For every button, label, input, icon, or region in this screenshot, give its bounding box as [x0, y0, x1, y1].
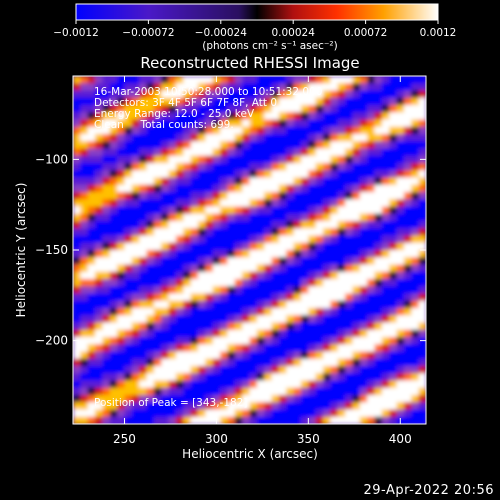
colorbar-tick-label-0: −0.0012 [53, 27, 99, 39]
colorbar-ticks: −0.0012 −0.00072 −0.00024 0.00024 0.00072 0.0… [53, 20, 456, 39]
x-tick-label-0: 250 [113, 432, 136, 446]
x-tick-label-3: 400 [389, 432, 412, 446]
peak-position-annotation: Position of Peak = [343,-182] [94, 397, 248, 409]
time-range-annotation: 16-Mar-2003 10:50:28.000 to 10:51:32.000 [94, 86, 323, 98]
energy-range-annotation: Energy Range: 12.0 - 25.0 keV [94, 108, 255, 120]
detectors-annotation: Detectors: 3F 4F 5F 6F 7F 8F, Att 0 [94, 97, 278, 109]
colorbar-tick-label-1: −0.00072 [122, 27, 174, 39]
y-tick-label-2: −200 [35, 334, 68, 348]
y-axis-label: Heliocentric Y (arcsec) [14, 183, 28, 318]
x-axis-label: Heliocentric X (arcsec) [182, 447, 318, 461]
x-tick-label-2: 350 [297, 432, 320, 446]
y-tick-label-0: −100 [35, 152, 68, 166]
colorbar [75, 3, 439, 21]
heatmap-image [73, 76, 426, 424]
x-tick-label-1: 300 [205, 432, 228, 446]
colorbar-tick-label-3: 0.00024 [271, 27, 315, 39]
colorbar-units: (photons cm⁻² s⁻¹ asec⁻²) [202, 40, 337, 52]
footer-date: 29-Apr-2022 20:56 [363, 483, 494, 498]
axis-ticks: 250 300 350 400 −100 −150 −200 [35, 76, 426, 446]
chart-title: Reconstructed RHESSI Image [140, 54, 359, 72]
colorbar-tick-label-5: 0.0012 [420, 27, 457, 39]
colorbar-tick-label-2: −0.00024 [195, 27, 248, 39]
clean-annotation: Clean Total counts: 699. [94, 119, 234, 131]
colorbar-tick-label-4: 0.00072 [344, 27, 387, 39]
y-tick-label-1: −150 [35, 243, 68, 257]
